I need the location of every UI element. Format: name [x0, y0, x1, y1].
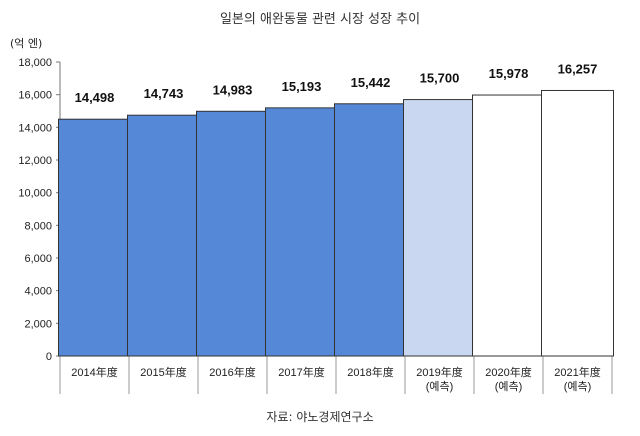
y-tick-label: 2,000: [24, 318, 52, 330]
y-tick-label: 4,000: [24, 286, 52, 298]
x-tick-label: (예측): [426, 380, 454, 393]
bar-value-label: 14,498: [75, 90, 115, 105]
bar-value-label: 15,978: [489, 66, 529, 81]
bar: [403, 99, 476, 357]
bar-value-label: 15,442: [351, 75, 391, 90]
y-axis-unit-label: (억 엔): [10, 37, 43, 50]
bar: [265, 107, 338, 357]
chart-title: 일본의 애완동물 관련 시장 성장 추이: [219, 12, 421, 27]
bar-value-label: 16,257: [558, 61, 598, 76]
bar-value-label: 15,700: [420, 71, 460, 86]
x-tick-label: 2018年度: [347, 365, 393, 379]
bar-value-label: 15,193: [282, 79, 322, 94]
x-tick-label: (예측): [564, 380, 592, 393]
x-tick-label: 2015年度: [140, 365, 186, 379]
bar-value-label: 14,743: [144, 86, 184, 101]
x-tick-label: 2014年度: [71, 365, 117, 379]
x-tick-label: (예측): [495, 380, 523, 393]
y-tick-label: 16,000: [18, 90, 52, 102]
bar-value-label: 14,983: [213, 82, 253, 97]
bar: [58, 118, 131, 357]
bar: [541, 89, 614, 357]
y-tick-label: 8,000: [24, 220, 52, 232]
y-tick-label: 10,000: [18, 188, 52, 200]
y-tick-label: 12,000: [18, 155, 52, 167]
bar: [127, 114, 200, 357]
x-tick-label: 2017年度: [278, 365, 324, 379]
y-tick-label: 0: [46, 351, 52, 363]
x-tick-label: 2020年度: [485, 365, 531, 379]
source-note: 자료: 야노경제연구소: [266, 410, 374, 424]
x-tick-label: 2016年度: [209, 365, 255, 379]
x-tick-label: 2019年度: [416, 365, 462, 379]
bar: [334, 103, 407, 357]
bar: [196, 110, 269, 357]
y-tick-label: 14,000: [18, 122, 52, 134]
y-tick-label: 6,000: [24, 253, 52, 265]
bar: [472, 94, 545, 357]
y-tick-label: 18,000: [18, 57, 52, 69]
x-tick-label: 2021年度: [554, 365, 600, 379]
